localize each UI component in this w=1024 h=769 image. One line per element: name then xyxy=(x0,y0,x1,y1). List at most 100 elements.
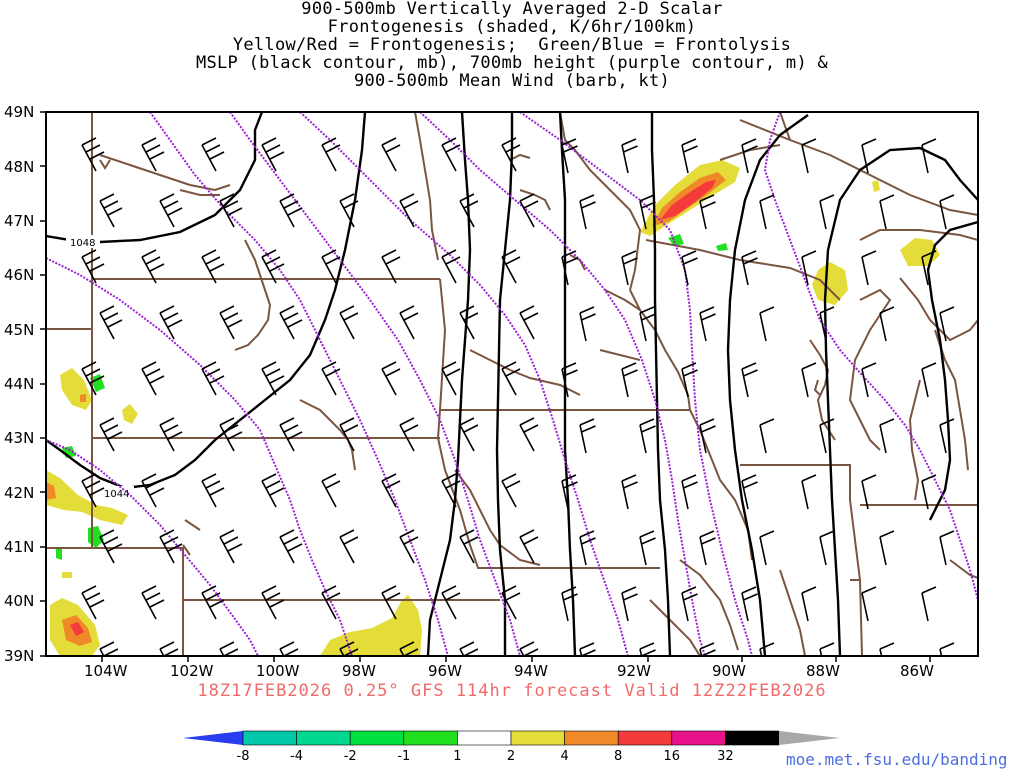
wind-barb xyxy=(501,473,521,508)
contour-labels: 1048 1044 xyxy=(66,235,134,500)
frontogenesis-shading xyxy=(46,160,940,656)
wind-barb xyxy=(519,193,539,228)
wind-barb xyxy=(141,473,165,508)
wind-barb xyxy=(921,362,937,398)
wind-barb xyxy=(459,641,479,656)
wind-barb xyxy=(141,361,165,396)
lat-label: 46N xyxy=(4,266,34,284)
wind-barb xyxy=(519,417,539,452)
wind-barb xyxy=(219,641,242,656)
wind-barb xyxy=(801,586,817,622)
wind-barb xyxy=(441,361,461,396)
wind-barb xyxy=(399,305,419,340)
height-contours xyxy=(46,112,978,656)
wind-barb xyxy=(681,362,698,398)
wind-barb xyxy=(561,250,578,286)
wind-barb xyxy=(879,306,895,342)
wind-barb xyxy=(579,306,596,342)
wind-barb xyxy=(201,585,225,620)
wind-barb xyxy=(501,137,521,172)
wind-barb xyxy=(801,362,817,398)
wind-barb xyxy=(741,250,758,286)
colorbar-label: 8 xyxy=(614,749,622,764)
wind-barb xyxy=(699,418,716,454)
wind-barb xyxy=(159,417,183,452)
colorbar-swatch xyxy=(564,730,619,746)
wind-barb xyxy=(699,530,716,566)
wind-barb xyxy=(159,305,183,340)
wind-barb xyxy=(261,585,285,620)
wind-barb xyxy=(381,137,401,172)
wind-barb xyxy=(339,305,359,340)
wind-barb xyxy=(801,250,817,286)
lat-label: 49N xyxy=(4,103,34,121)
wind-barb xyxy=(579,642,596,656)
wind-barb xyxy=(441,137,461,172)
wind-barb xyxy=(561,362,578,398)
wind-barb xyxy=(639,306,656,342)
axis-ticks xyxy=(40,111,931,662)
lat-label: 47N xyxy=(4,212,34,230)
lat-label: 39N xyxy=(4,647,34,665)
credit-link[interactable]: moe.met.fsu.edu/banding xyxy=(786,750,1008,769)
wind-barb xyxy=(579,194,596,230)
wind-barb xyxy=(321,137,341,172)
wind-barb xyxy=(459,529,479,564)
wind-barb xyxy=(819,194,835,230)
wind-barb xyxy=(201,249,225,284)
colorbar-arrow-left xyxy=(183,731,243,745)
colorbar-swatch xyxy=(510,730,565,746)
wind-barb xyxy=(99,417,123,452)
wind-barb xyxy=(819,530,835,566)
lat-label: 43N xyxy=(4,429,34,447)
wind-barb xyxy=(219,417,243,452)
wind-barb xyxy=(99,529,123,564)
wind-barb xyxy=(459,305,479,340)
lon-label: 104W xyxy=(84,662,128,680)
contour-label-1044: 1044 xyxy=(104,489,129,500)
title-line-5: 900-500mb Mean Wind (barb, kt) xyxy=(353,71,671,91)
wind-barb xyxy=(819,306,835,342)
wind-barb xyxy=(861,250,877,286)
wind-barb xyxy=(921,474,937,510)
wind-barb xyxy=(879,530,895,566)
wind-barb xyxy=(219,529,243,564)
colorbar-label: -8 xyxy=(237,749,250,764)
lon-label: 96W xyxy=(428,662,462,680)
wind-barb xyxy=(921,138,937,174)
longitude-axis: 104W 102W 100W 98W 96W 94W 92W 90W 88W 8… xyxy=(84,662,934,680)
wind-barb xyxy=(561,474,578,510)
wind-barb xyxy=(741,586,758,622)
lon-label: 92W xyxy=(617,662,651,680)
wind-barb xyxy=(861,474,877,510)
wind-barb xyxy=(921,250,937,286)
wind-barb xyxy=(759,306,775,342)
wind-barb xyxy=(279,305,303,340)
wind-barb xyxy=(279,529,303,564)
wind-barb xyxy=(681,474,698,510)
wind-barb xyxy=(579,530,596,566)
wind-barb xyxy=(459,193,479,228)
wind-barb xyxy=(639,194,656,230)
colorbar-label: 2 xyxy=(507,749,515,764)
lat-label: 41N xyxy=(4,538,34,556)
wind-barb xyxy=(279,641,302,656)
wind-barb xyxy=(741,474,758,510)
map-content: 1048 1044 xyxy=(46,112,978,656)
colorbar: -8 -4 -2 -1 1 2 4 8 16 32 xyxy=(183,730,840,764)
colorbar-swatch xyxy=(617,730,673,746)
colorbar-label: 4 xyxy=(560,749,568,764)
colorbar-label: -1 xyxy=(397,749,410,764)
wind-barb xyxy=(519,529,539,564)
wind-barb xyxy=(621,474,638,510)
wind-barb xyxy=(699,306,716,342)
wind-barb xyxy=(81,361,105,396)
wind-barb xyxy=(339,529,359,564)
colorbar-label: 32 xyxy=(717,749,734,764)
wind-barb xyxy=(279,193,303,228)
state-boundaries xyxy=(46,112,978,656)
map-frame xyxy=(45,111,979,657)
wind-barb xyxy=(321,361,341,396)
colorbar-swatch xyxy=(403,730,458,746)
wind-barb xyxy=(201,473,225,508)
